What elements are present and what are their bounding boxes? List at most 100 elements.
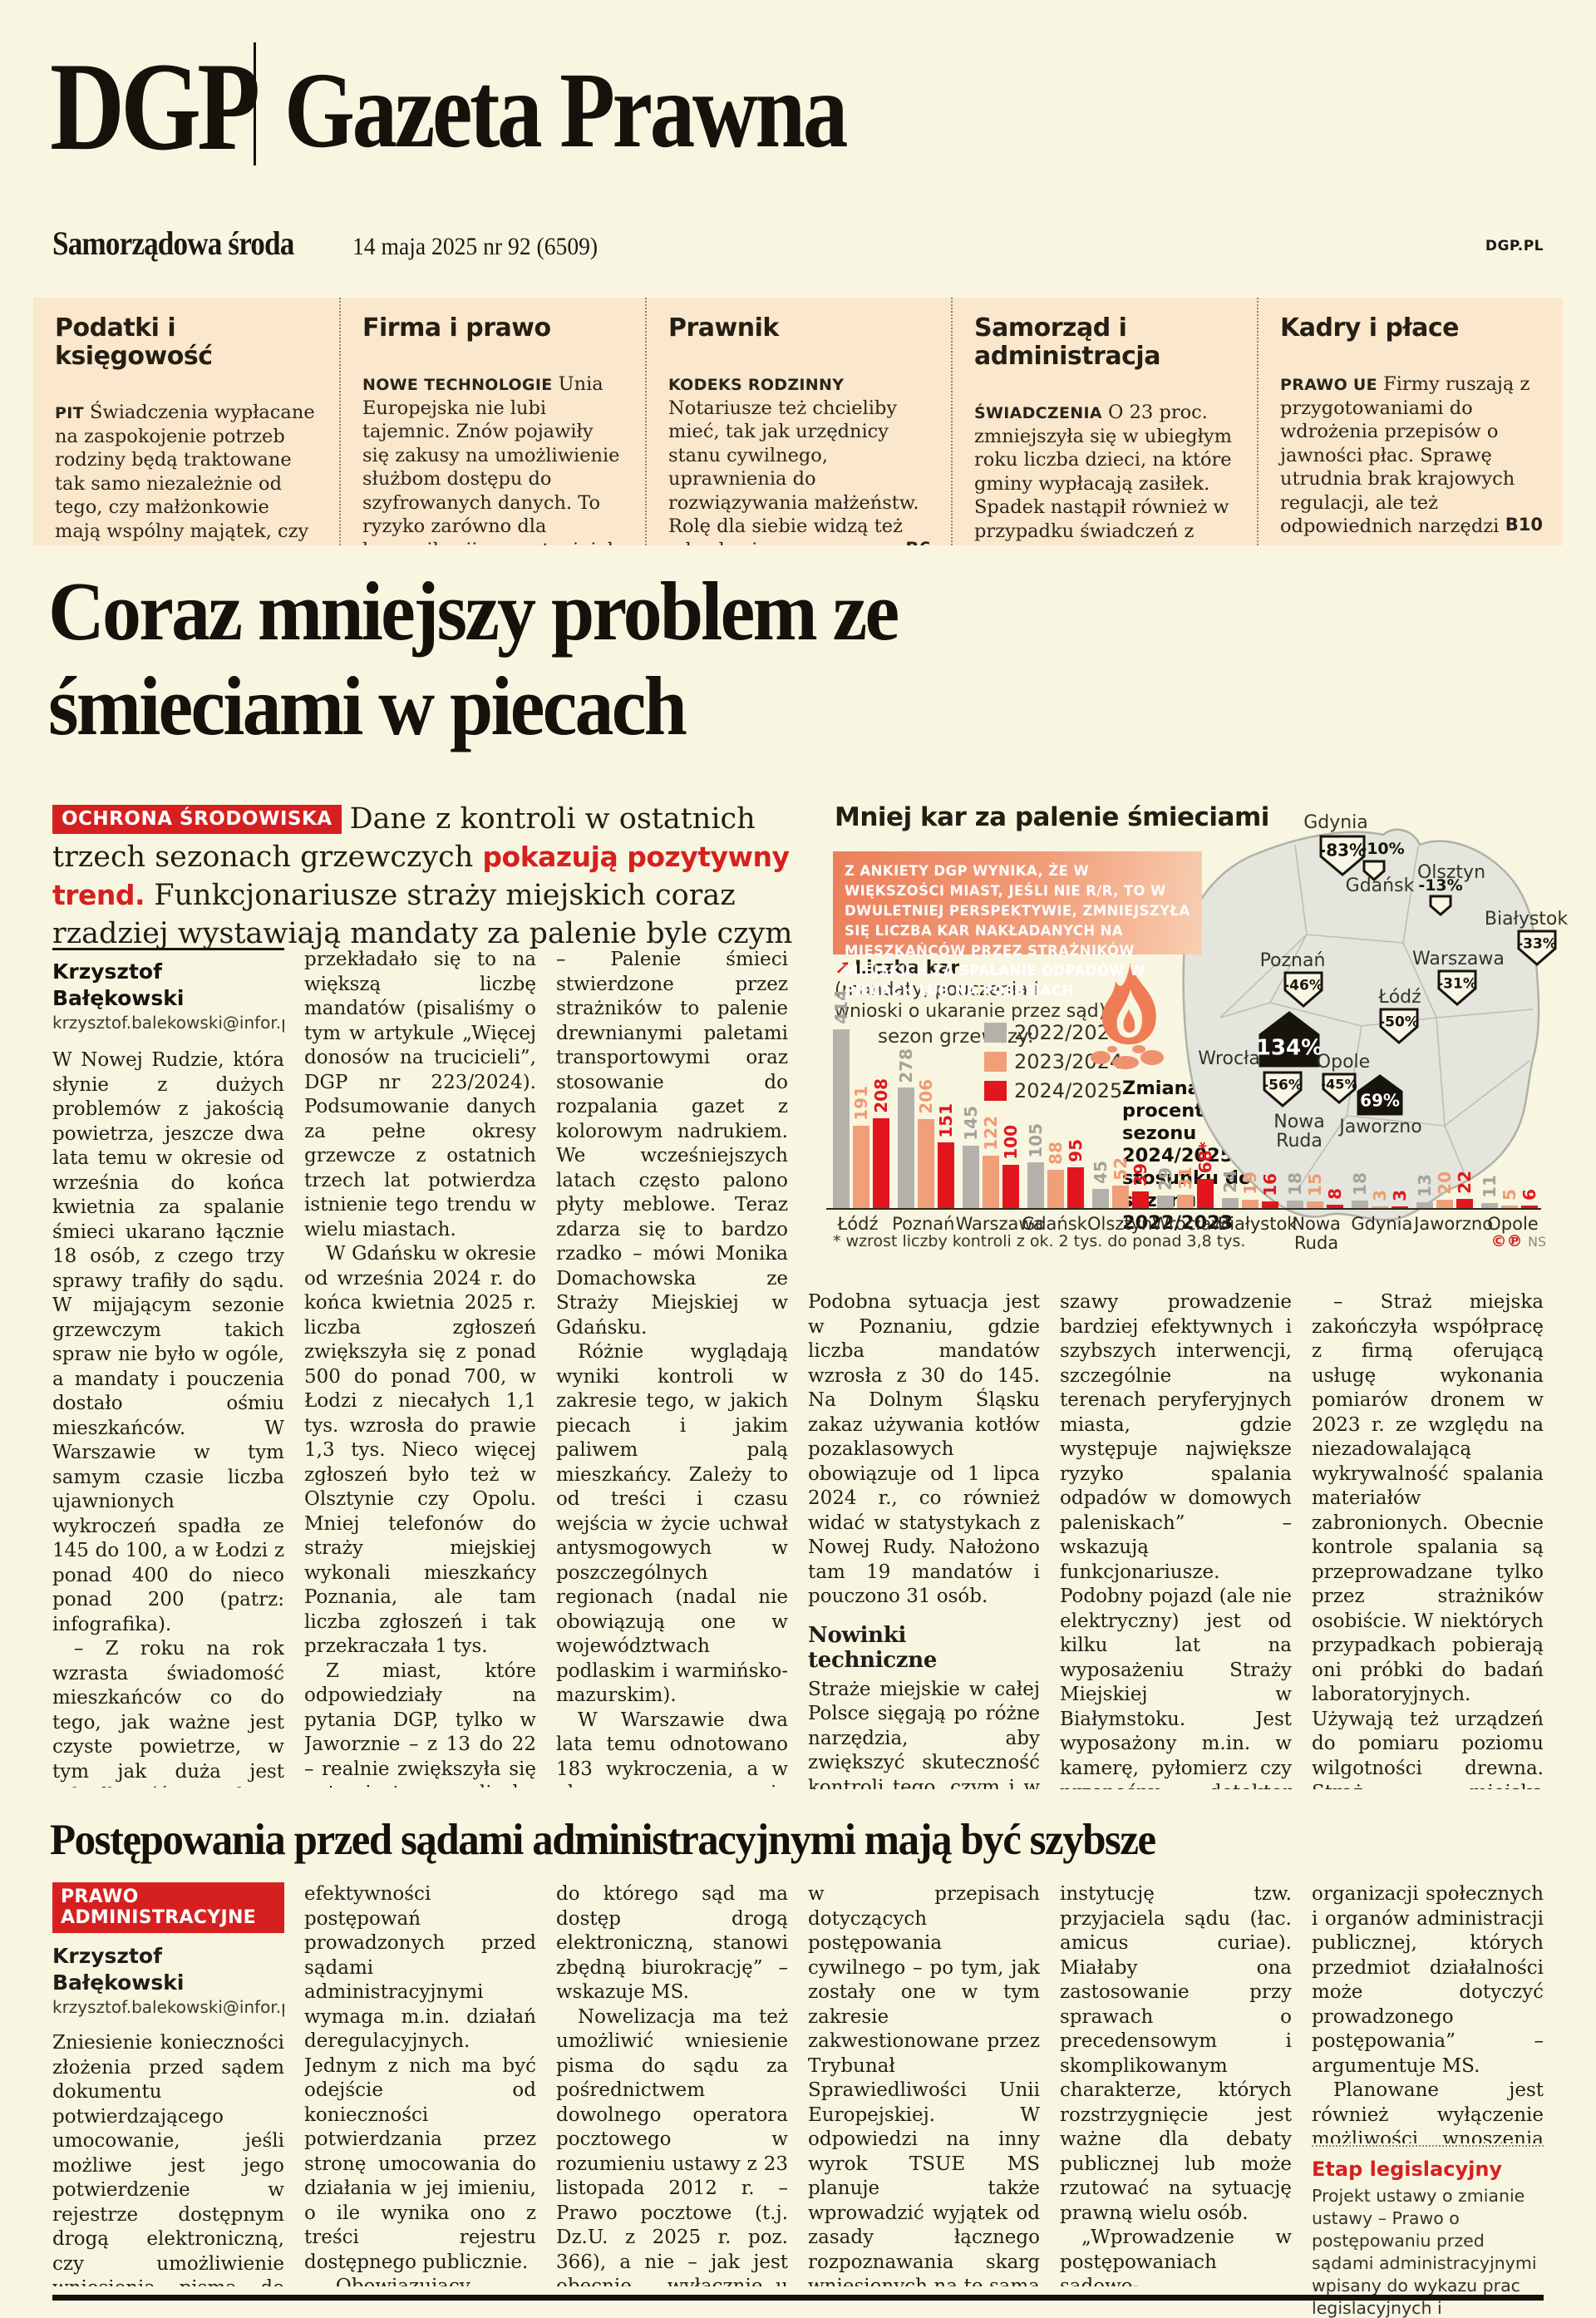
city-label: Poznań bbox=[892, 1214, 955, 1234]
bar-2023/2024: 52 bbox=[1111, 1157, 1130, 1208]
bar-group: 24 19 16 bbox=[1220, 1170, 1280, 1208]
author-email[interactable]: krzysztof.balekowski@infor.pl bbox=[52, 1997, 284, 2017]
bar-2024/2025: 151 bbox=[936, 1103, 956, 1208]
map-overlay: Gdynia -83% Gdańsk -10% Olsztyn -13% Białystok… bbox=[808, 803, 1568, 1270]
main-article-col5: szawy prowadzenie bardziej efektywnych i… bbox=[1060, 1290, 1292, 1789]
fire-logs bbox=[1091, 1045, 1164, 1069]
swatch-2023-2024 bbox=[984, 1052, 1007, 1072]
bar-2022/2023: 18 bbox=[1285, 1172, 1305, 1208]
bar-2024/2025: 39 bbox=[1130, 1163, 1150, 1208]
map-city-label: Olsztyn bbox=[1416, 862, 1486, 883]
author-name: Krzysztof Bałękowski bbox=[52, 959, 185, 1010]
map-arrow-badge-down: -31% bbox=[1437, 969, 1477, 1009]
arrow-up-icon: ➚ bbox=[835, 955, 852, 979]
dgp-logo: DGP bbox=[50, 37, 260, 176]
paragraph: przekładało się to na większą liczbę man… bbox=[304, 949, 536, 1240]
bar-2024/2025: 208 bbox=[871, 1078, 891, 1208]
paragraph: Podobna sytuacja jest w Poznaniu, gdzie … bbox=[808, 1291, 1040, 1607]
bar-2023/2024: 191 bbox=[851, 1086, 871, 1208]
paragraph: do którego sąd ma dostęp drogą elektroni… bbox=[556, 1883, 788, 2003]
author-email[interactable]: krzysztof.balekowski@infor.pl bbox=[52, 1013, 284, 1033]
bar-2023/2024: 3 bbox=[1370, 1190, 1390, 1208]
bar-2022/2023: 278 bbox=[896, 1048, 916, 1208]
bar-chart: 414 191 208 278 206 151 145 122 100 105 88 95 45 52 39… bbox=[826, 989, 1541, 1253]
issue-info: 14 maja 2025 nr 92 (6509) bbox=[352, 233, 598, 260]
legislative-stage-title: Etap legislacyjny bbox=[1312, 2158, 1503, 2181]
bar-2024/2025: 68* bbox=[1195, 1142, 1215, 1208]
brief-text: ŚWIADCZENIA O 23 proc. zmniejszyła się w… bbox=[974, 402, 1237, 545]
bar-groups: 414 191 208 278 206 151 145 122 100 105 88 95 45 52 39… bbox=[831, 989, 1539, 1208]
brief-text: KODEKS RODZINNY Notariusze też chcieliby… bbox=[668, 372, 931, 545]
bar-2023/2024: 122 bbox=[981, 1116, 1001, 1208]
map-arrow-badge-down: -56% bbox=[1263, 1071, 1303, 1111]
brief-section-title: Firma i prawo bbox=[362, 313, 551, 343]
map-arrow-badge-down bbox=[1362, 860, 1386, 885]
brief-kicker: ŚWIADCZENIA bbox=[974, 404, 1102, 422]
brief-section-title: Kadry i płace bbox=[1280, 313, 1459, 343]
bar-group: 11 5 6 bbox=[1480, 1175, 1539, 1208]
second-article-col2: efektywności postępowań prowadzonych prz… bbox=[304, 1882, 536, 2286]
map-city-change: -10% bbox=[1360, 840, 1405, 858]
edition-name: Samorządowa środa bbox=[52, 224, 294, 262]
lead-highlight: pokazują pozytywny trend. bbox=[52, 841, 790, 911]
main-article-col2: przekładało się to na większą liczbę man… bbox=[304, 948, 536, 1788]
paragraph: – Z roku na rok wzrasta świadomość miesz… bbox=[52, 1638, 284, 1788]
svg-text:-31%: -31% bbox=[1437, 976, 1477, 993]
page-ref[interactable]: B10 bbox=[1505, 515, 1543, 535]
brief-kadry[interactable]: Kadry i płace PRAWO UE Firmy ruszają z p… bbox=[1257, 298, 1563, 545]
paragraph: – Palenie śmieci stwierdzone przez straż… bbox=[556, 949, 788, 1339]
change-note: Zmiana procentowa sezonu 2024/2025 w sto… bbox=[1122, 1078, 1257, 1234]
main-article-col6: – Straż miejska zakończyła współpracę z … bbox=[1312, 1290, 1544, 1789]
bar-group: 29 31 68* bbox=[1155, 1142, 1215, 1208]
svg-text:-50%: -50% bbox=[1379, 1014, 1419, 1031]
infographic-mniej-kar: Mniej kar za palenie śmieciami Z ANKIETY… bbox=[808, 803, 1568, 1270]
city-label: Białystok bbox=[1217, 1214, 1298, 1234]
section-badge-ochrona-srodowiska: OCHRONA ŚRODOWISKA bbox=[52, 805, 342, 834]
paragraph: W Gdańsku w okresie od września 2024 r. … bbox=[304, 1243, 536, 1657]
bar-2022/2023: 11 bbox=[1480, 1175, 1500, 1208]
map-arrow-badge-down: -46% bbox=[1283, 971, 1323, 1011]
brief-section-title: Podatki i księgowość bbox=[55, 313, 213, 371]
bottom-rule bbox=[52, 2295, 1544, 2301]
paragraph: Różnie wyglądają wyniki kontroli w zakre… bbox=[556, 1341, 788, 1706]
city-label: Olsztyn bbox=[1087, 1214, 1153, 1234]
bar-group: 18 15 8 bbox=[1285, 1172, 1345, 1208]
brief-prawnik[interactable]: Prawnik KODEKS RODZINNY Notariusze też c… bbox=[645, 298, 951, 545]
dateline: Samorządowa środa 14 maja 2025 nr 92 (65… bbox=[52, 226, 1544, 261]
second-article-col3: do którego sąd ma dostęp drogą elektroni… bbox=[556, 1882, 788, 2286]
masthead-divider bbox=[253, 42, 256, 165]
bar-2022/2023: 145 bbox=[961, 1106, 981, 1208]
second-article-col6: organizacji społecznych i organów admini… bbox=[1312, 1882, 1544, 2143]
season-legend-label: sezon grzewczy: bbox=[878, 1026, 1034, 1048]
brief-section-title: Samorząd i administracja bbox=[974, 313, 1160, 371]
map-arrow-badge-down bbox=[1429, 895, 1452, 920]
bar-2024/2025: 6 bbox=[1520, 1189, 1539, 1208]
brief-podatki[interactable]: Podatki i księgowość PIT Świadczenia wyp… bbox=[33, 298, 339, 546]
svg-text:-33%: -33% bbox=[1517, 936, 1557, 953]
bar-group: 45 52 39 bbox=[1091, 1157, 1150, 1208]
city-labels: Łódź Poznań Warszawa Gdańsk Olsztyn Wrocław Bi… bbox=[833, 1215, 1538, 1253]
brief-samorzad[interactable]: Samorząd i administracja ŚWIADCZENIA O 2… bbox=[951, 298, 1257, 545]
map-city-label: Gdynia bbox=[1303, 812, 1368, 833]
map-city-label: Gdańsk bbox=[1345, 875, 1415, 896]
bar-group: 18 3 3 bbox=[1350, 1172, 1410, 1208]
bar-2022/2023: 45 bbox=[1091, 1161, 1111, 1208]
map-arrow-badge-down: -33% bbox=[1517, 930, 1557, 969]
paragraph: Zniesienie konieczności złożenia przed s… bbox=[52, 2032, 284, 2286]
bar-2023/2024: 31 bbox=[1175, 1166, 1195, 1208]
swatch-2024-2025 bbox=[984, 1081, 1007, 1101]
paragraph: „Wprowadzenie w postępowaniach sądowo-ad… bbox=[1060, 2227, 1292, 2286]
bars-legend: ➚Liczba kar (mandaty, pouczenia i wniosk… bbox=[835, 955, 1106, 1022]
paragraph: Straże miejskie w całej Polsce sięgają p… bbox=[808, 1678, 1040, 1790]
paragraph: „Obowiązujący obecnie wymóg składania ty… bbox=[326, 2276, 470, 2286]
svg-text:-83%: -83% bbox=[1319, 841, 1366, 861]
byline: Krzysztof Bałękowski krzysztof.balekowsk… bbox=[52, 948, 284, 1033]
brief-firma[interactable]: Firma i prawo NOWE TECHNOLOGIE Unia Euro… bbox=[339, 298, 645, 545]
author-name: Krzysztof Bałękowski bbox=[52, 1944, 185, 1995]
main-headline: Coraz mniejszy problem ze śmieciami w pi… bbox=[48, 565, 899, 752]
page-ref[interactable]: B6 bbox=[905, 539, 931, 546]
bar-2022/2023: 105 bbox=[1026, 1123, 1046, 1208]
map-arrow-badge-down: -45% bbox=[1321, 1073, 1357, 1107]
bar-2024/2025: 8 bbox=[1325, 1188, 1345, 1208]
